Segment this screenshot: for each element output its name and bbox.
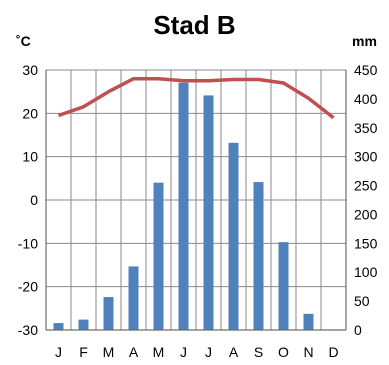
precipitation-bar <box>128 266 139 330</box>
left-axis-unit: ˚C <box>16 33 31 49</box>
month-label: S <box>254 344 263 360</box>
right-tick-label: 100 <box>354 264 378 280</box>
precipitation-bar <box>303 313 314 330</box>
left-axis-ticks: 30 20 10 0 -10 -20 -30 <box>18 62 38 338</box>
left-tick-label: 30 <box>22 62 38 78</box>
month-label: A <box>129 344 139 360</box>
right-axis-ticks: 450 400 350 300 250 200 150 100 50 0 <box>354 62 378 338</box>
left-tick-label: -20 <box>18 279 38 295</box>
precipitation-bar <box>153 182 164 330</box>
month-label: A <box>229 344 239 360</box>
precipitation-bar <box>228 142 239 330</box>
right-axis-unit: mm <box>352 33 377 49</box>
left-tick-label: -10 <box>18 235 38 251</box>
left-tick-label: 20 <box>22 105 38 121</box>
precipitation-bar <box>278 242 289 330</box>
right-tick-label: 150 <box>354 235 378 251</box>
grid-lines <box>45 69 347 331</box>
right-tick-label: 0 <box>354 322 362 338</box>
left-tick-label: -30 <box>18 322 38 338</box>
month-label: J <box>180 344 187 360</box>
month-label: D <box>328 344 338 360</box>
right-tick-label: 50 <box>354 293 370 309</box>
right-tick-label: 200 <box>354 206 378 222</box>
month-label: J <box>55 344 62 360</box>
precipitation-bars <box>53 82 314 330</box>
month-label: O <box>278 344 289 360</box>
right-tick-label: 400 <box>354 91 378 107</box>
temperature-line <box>57 76 335 120</box>
right-tick-label: 450 <box>354 62 378 78</box>
month-label: M <box>103 344 115 360</box>
right-tick-label: 250 <box>354 178 378 194</box>
month-label: M <box>153 344 165 360</box>
left-tick-label: 0 <box>30 192 38 208</box>
precipitation-bar <box>53 323 64 330</box>
precipitation-bar <box>203 95 214 330</box>
precipitation-bar <box>103 297 114 330</box>
chart-title: Stad B <box>153 10 235 40</box>
month-label: F <box>79 344 88 360</box>
right-tick-label: 300 <box>354 149 378 165</box>
month-label: J <box>205 344 212 360</box>
precipitation-bar <box>178 82 189 330</box>
precipitation-bar <box>253 182 264 330</box>
left-tick-label: 10 <box>22 149 38 165</box>
plot-frame <box>45 70 347 331</box>
precipitation-bar <box>78 319 89 330</box>
right-tick-label: 350 <box>354 120 378 136</box>
month-label: N <box>303 344 313 360</box>
